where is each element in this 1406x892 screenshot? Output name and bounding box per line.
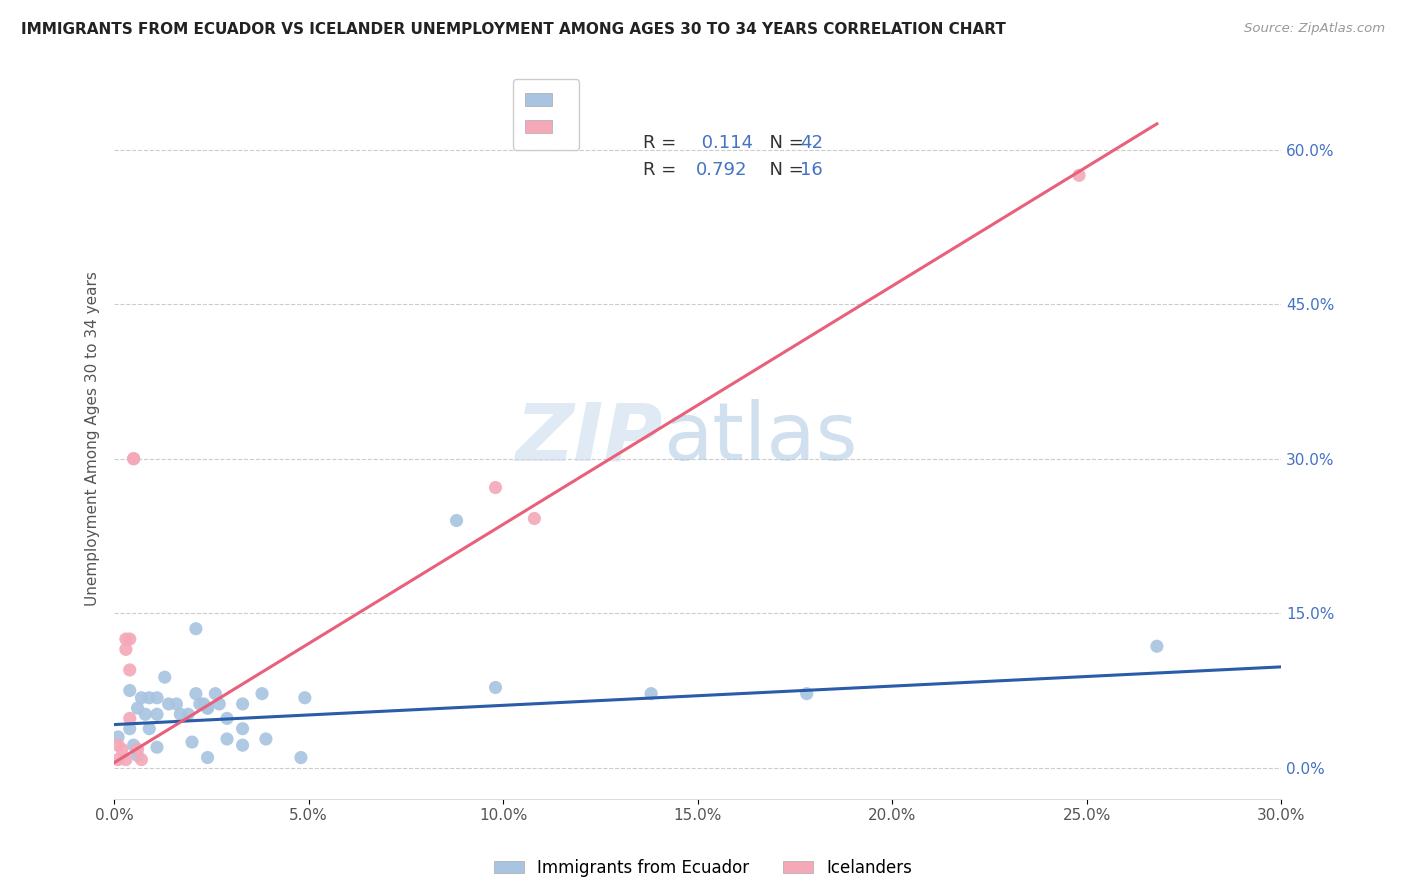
Point — [232, 738, 254, 752]
Point — [146, 740, 169, 755]
Point — [1146, 639, 1168, 653]
Point — [153, 670, 176, 684]
Point — [184, 622, 207, 636]
Point — [197, 701, 219, 715]
Point — [254, 731, 277, 746]
Point — [232, 722, 254, 736]
Point — [107, 738, 129, 752]
Text: ZIP: ZIP — [516, 399, 662, 477]
Point — [484, 681, 506, 695]
Point — [118, 711, 141, 725]
Point — [115, 632, 138, 646]
Legend: Immigrants from Ecuador, Icelanders: Immigrants from Ecuador, Icelanders — [488, 853, 918, 884]
Text: N =: N = — [758, 134, 810, 153]
Point — [118, 722, 141, 736]
Point — [157, 697, 180, 711]
Point — [127, 742, 149, 756]
Point — [197, 750, 219, 764]
Text: 42: 42 — [800, 134, 823, 153]
Point — [250, 687, 273, 701]
Point — [122, 738, 145, 752]
Point — [446, 514, 468, 528]
Point — [523, 511, 546, 525]
Point — [796, 687, 818, 701]
Text: 16: 16 — [800, 161, 823, 179]
Point — [640, 687, 662, 701]
Text: atlas: atlas — [662, 399, 858, 477]
Point — [111, 742, 134, 756]
Text: Source: ZipAtlas.com: Source: ZipAtlas.com — [1244, 22, 1385, 36]
Point — [188, 697, 211, 711]
Point — [165, 697, 187, 711]
Point — [127, 701, 149, 715]
Point — [290, 750, 312, 764]
Point — [122, 451, 145, 466]
Point — [107, 730, 129, 744]
Text: N =: N = — [758, 161, 810, 179]
Point — [1067, 169, 1090, 183]
Text: IMMIGRANTS FROM ECUADOR VS ICELANDER UNEMPLOYMENT AMONG AGES 30 TO 34 YEARS CORR: IMMIGRANTS FROM ECUADOR VS ICELANDER UNE… — [21, 22, 1005, 37]
Point — [193, 697, 215, 711]
Text: R =: R = — [643, 161, 682, 179]
Text: R =: R = — [643, 134, 682, 153]
Y-axis label: Unemployment Among Ages 30 to 34 years: Unemployment Among Ages 30 to 34 years — [86, 270, 100, 606]
Point — [232, 697, 254, 711]
Point — [115, 753, 138, 767]
Legend: , : , — [513, 79, 579, 150]
Point — [177, 707, 200, 722]
Point — [131, 753, 153, 767]
Point — [107, 753, 129, 767]
Text: 0.792: 0.792 — [696, 161, 748, 179]
Point — [118, 683, 141, 698]
Point — [131, 690, 153, 705]
Point — [169, 707, 191, 722]
Point — [146, 690, 169, 705]
Point — [118, 663, 141, 677]
Point — [138, 722, 160, 736]
Point — [294, 690, 316, 705]
Point — [208, 697, 231, 711]
Point — [115, 642, 138, 657]
Text: 0.114: 0.114 — [696, 134, 754, 153]
Point — [118, 632, 141, 646]
Point — [204, 687, 226, 701]
Point — [134, 707, 156, 722]
Point — [138, 690, 160, 705]
Point — [215, 731, 238, 746]
Point — [181, 735, 204, 749]
Point — [127, 748, 149, 763]
Point — [197, 701, 219, 715]
Point — [122, 451, 145, 466]
Point — [484, 481, 506, 495]
Point — [215, 711, 238, 725]
Point — [146, 707, 169, 722]
Point — [184, 687, 207, 701]
